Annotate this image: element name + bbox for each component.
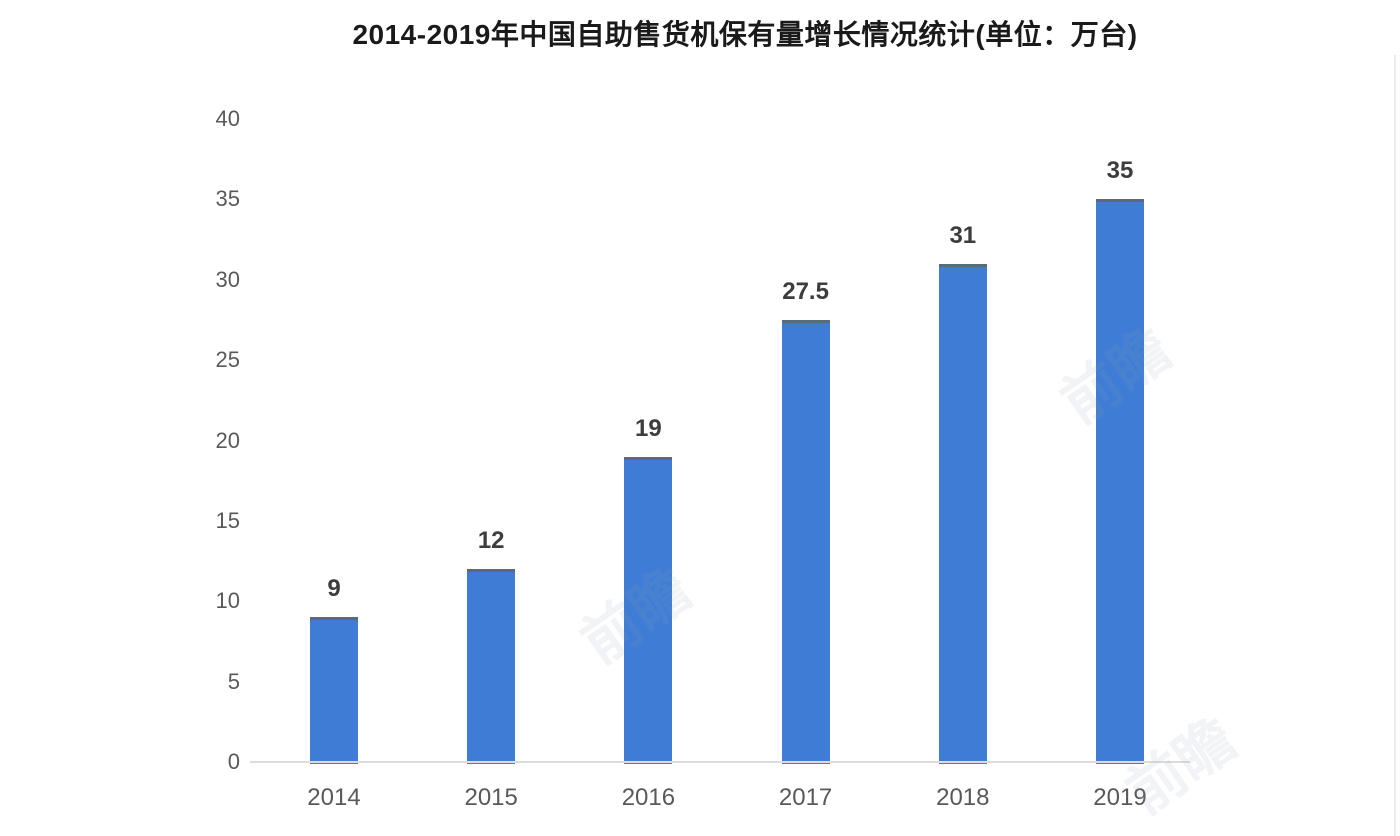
x-tick-label-2015: 2015 [464, 784, 518, 811]
value-label-2017: 27.5 [782, 277, 829, 305]
y-tick-label-15: 15 [215, 507, 240, 533]
value-label-2018: 31 [949, 221, 977, 249]
bar-2014 [310, 617, 358, 764]
x-tick-label-2019: 2019 [1093, 784, 1147, 811]
y-tick-label-40: 40 [215, 106, 240, 131]
y-tick-label-30: 30 [215, 266, 240, 292]
value-label-2015: 12 [477, 527, 505, 555]
y-tick-label-35: 35 [215, 186, 240, 212]
y-tick-label-5: 5 [227, 668, 240, 694]
x-tick-label-2014: 2014 [307, 784, 361, 811]
image-edge-line [1394, 55, 1396, 836]
y-tick-label-10: 10 [215, 588, 240, 614]
bar-2017 [781, 319, 830, 764]
x-tick-label-2017: 2017 [778, 784, 833, 811]
bar-2016 [624, 456, 673, 764]
value-label-2019: 35 [1106, 157, 1134, 185]
x-tick-label-2018: 2018 [936, 784, 990, 811]
value-label-2014: 9 [327, 575, 341, 603]
bar-2015 [467, 569, 516, 764]
y-tick-label-0: 0 [227, 749, 240, 774]
bar-2019 [1096, 199, 1144, 764]
value-label-2016: 19 [635, 414, 662, 442]
y-tick-label-25: 25 [215, 347, 240, 373]
bar-2018 [938, 263, 987, 764]
chart-title: 2014-2019年中国自助售货机保有量增长情况统计(单位：万台) [352, 19, 1138, 50]
y-tick-label-20: 20 [215, 427, 240, 453]
x-axis-line [250, 761, 1190, 763]
x-tick-label-2016: 2016 [621, 784, 676, 811]
